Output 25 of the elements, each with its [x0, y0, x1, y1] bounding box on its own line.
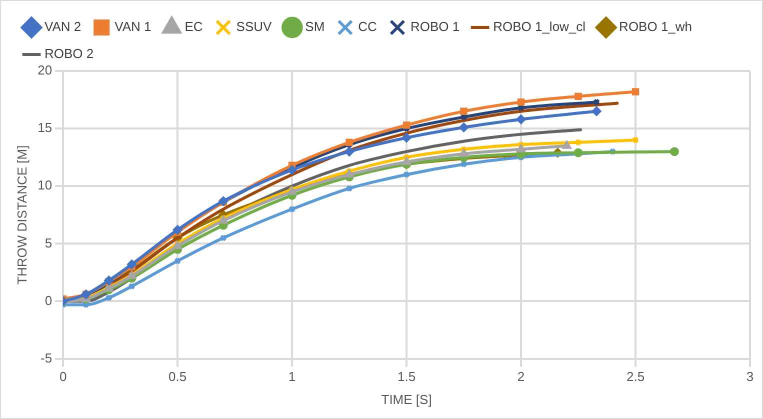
y-tick-label: 15 [38, 120, 52, 136]
legend-label: ROBO 1_wh [619, 19, 692, 34]
x-tick-label: 0.5 [168, 369, 187, 384]
x-tick-label: 0 [59, 369, 67, 384]
legend-label: ROBO 1_low_cl [493, 19, 586, 34]
x-tick-label: 3 [746, 369, 754, 384]
legend-label: VAN 2 [44, 19, 82, 34]
legend-label: ROBO 2 [44, 46, 94, 62]
x-tick-label: 2 [517, 369, 525, 384]
legend-label: VAN 1 [114, 19, 152, 34]
x-tick-label: 2.5 [626, 369, 645, 384]
y-tick-label: -5 [40, 350, 52, 366]
x-tick-label: 1.5 [397, 369, 416, 384]
legend-label: SM [305, 19, 325, 34]
legend-label: ROBO 1 [410, 19, 460, 34]
x-tick-label: 1 [288, 369, 296, 384]
y-tick-label: 0 [44, 292, 52, 308]
y-tick-label: 20 [38, 62, 52, 78]
legend-label: EC [184, 19, 203, 34]
y-axis-title: THROW DISTANCE [M] [14, 145, 30, 284]
legend-label: SSUV [236, 19, 272, 34]
x-axis-title: TIME [S] [381, 392, 432, 407]
legend-label: CC [358, 19, 377, 34]
y-tick-label: 5 [44, 235, 52, 250]
y-tick-label: 10 [38, 178, 52, 193]
